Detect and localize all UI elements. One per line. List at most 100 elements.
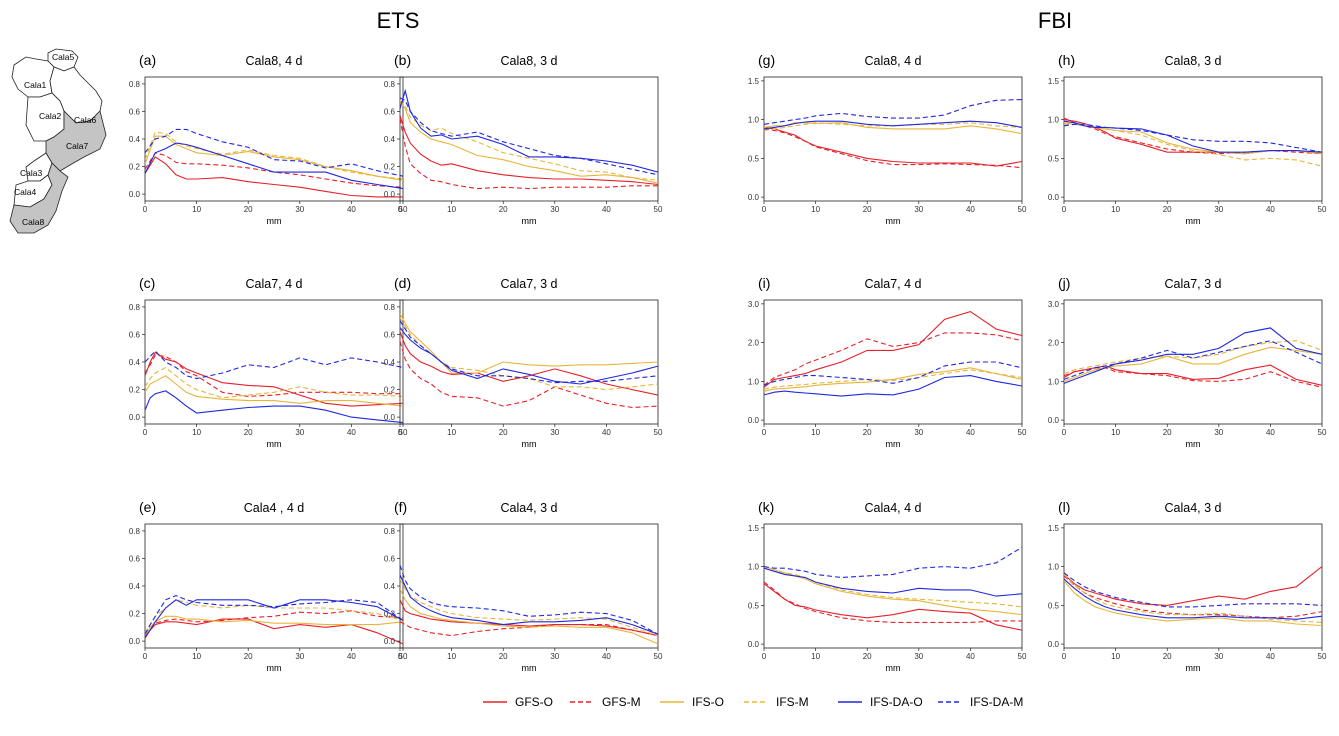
series-line-gfs-m: [145, 152, 403, 188]
y-tick-label: 1.5: [1048, 77, 1060, 86]
chart-panels: (a) Cala8, 4 d 0.0 0.2 0.4 0.6 0.8 0 10 20 30 40 50 m…: [129, 52, 1327, 673]
x-tick-label: 40: [966, 652, 975, 661]
x-tick-label: 30: [295, 428, 304, 437]
x-tick-label: 50: [1318, 205, 1327, 214]
x-tick-label: 20: [1163, 205, 1172, 214]
x-tick-label: 30: [914, 205, 923, 214]
x-tick-label: 50: [1018, 428, 1027, 437]
series-line-gfs-m: [400, 118, 658, 190]
x-tick-label: 0: [1062, 428, 1067, 437]
y-tick-label: 0.8: [384, 527, 396, 536]
y-tick-label: 0.5: [1048, 154, 1060, 163]
y-tick-label: 0.8: [129, 303, 141, 312]
x-axis-label: mm: [267, 439, 282, 449]
x-axis-label: mm: [1186, 216, 1201, 226]
series-line-gfs-o: [764, 310, 1022, 388]
series-line-ifs-da-o: [1064, 120, 1322, 153]
series-line-ifs-da-m: [145, 128, 403, 177]
series-line-ifs-da-m: [1064, 340, 1322, 380]
y-tick-label: 0.2: [384, 163, 396, 172]
x-tick-label: 10: [811, 428, 820, 437]
x-tick-label: 0: [398, 652, 403, 661]
y-tick-label: 0.0: [1048, 193, 1060, 202]
y-tick-label: 0.0: [1048, 416, 1060, 425]
panel-letter: (d): [394, 275, 411, 291]
series-line-gfs-o: [400, 331, 658, 396]
y-tick-label: 1.0: [1048, 116, 1060, 125]
y-tick-label: 0.0: [748, 193, 760, 202]
series-line-ifs-da-o: [400, 327, 658, 385]
map-label-cala7: Cala7: [66, 141, 88, 151]
plot-frame: [1063, 523, 1323, 649]
x-tick-label: 20: [499, 428, 508, 437]
y-tick-label: 0.4: [129, 358, 141, 367]
x-tick-label: 0: [398, 428, 403, 437]
series-line-ifs-da-m: [400, 565, 658, 635]
plot-frame: [399, 523, 659, 649]
x-tick-label: 30: [295, 205, 304, 214]
x-tick-label: 10: [811, 652, 820, 661]
map-label-cala8: Cala8: [22, 217, 44, 227]
y-tick-label: 0.8: [384, 303, 396, 312]
series-line-gfs-m: [764, 332, 1022, 386]
series-line-gfs-o: [764, 126, 1022, 167]
y-tick-label: 1.5: [748, 524, 760, 533]
y-tick-label: 0.6: [384, 107, 396, 116]
y-tick-label: 0.6: [384, 554, 396, 563]
series-line-gfs-o: [1064, 364, 1322, 386]
panel-title: Cala8, 3 d: [1165, 54, 1222, 68]
y-tick-label: 1.0: [1048, 377, 1060, 386]
y-tick-label: 0.2: [384, 386, 396, 395]
series-line-gfs-o: [1064, 566, 1322, 606]
x-tick-label: 0: [1062, 652, 1067, 661]
panel-title: Cala8, 3 d: [501, 54, 558, 68]
x-tick-label: 40: [347, 428, 356, 437]
x-tick-label: 0: [1062, 205, 1067, 214]
series-line-ifs-da-m: [145, 350, 403, 380]
series-line-ifs-da-m: [400, 97, 658, 176]
x-tick-label: 50: [1018, 652, 1027, 661]
panel-d: (d) Cala7, 3 d 0.0 0.2 0.4 0.6 0.8 0 10 20 30 40 50 m…: [384, 275, 663, 449]
series-line-gfs-m: [764, 581, 1022, 623]
x-axis-label: mm: [1186, 439, 1201, 449]
y-tick-label: 0.4: [384, 135, 396, 144]
x-tick-label: 10: [192, 652, 201, 661]
series-line-ifs-da-m: [1064, 123, 1322, 153]
legend-item-gfs-o: GFS-O: [483, 695, 553, 709]
plot-frame: [763, 523, 1023, 649]
panel-letter: (c): [139, 275, 155, 291]
x-tick-label: 30: [295, 652, 304, 661]
map-region-cala7: [45, 110, 107, 172]
y-tick-label: 0.0: [384, 190, 396, 199]
x-tick-label: 40: [347, 205, 356, 214]
series-line-ifs-da-o: [764, 120, 1022, 130]
panel-e: (e) Cala4 , 4 d 0.0 0.2 0.4 0.6 0.8 0 10 20 30 40 50…: [129, 499, 408, 673]
series-line-ifs-da-o: [400, 574, 658, 635]
y-tick-label: 0.6: [129, 330, 141, 339]
plot-frame: [399, 299, 659, 425]
series-line-ifs-o: [145, 375, 403, 407]
panel-a: (a) Cala8, 4 d 0.0 0.2 0.4 0.6 0.8 0 10 20 30 40 50 m…: [129, 52, 408, 226]
x-tick-label: 30: [1214, 428, 1223, 437]
x-tick-label: 20: [863, 205, 872, 214]
plot-frame: [1063, 299, 1323, 425]
ets-heading: ETS: [377, 8, 420, 33]
x-tick-label: 30: [550, 652, 559, 661]
x-tick-label: 20: [1163, 652, 1172, 661]
legend-item-ifs-da-o: IFS-DA-O: [838, 695, 923, 709]
panel-letter: (f): [394, 499, 407, 515]
panel-title: Cala7, 4 d: [246, 277, 303, 291]
y-tick-label: 0.0: [384, 413, 396, 422]
y-tick-label: 0.2: [384, 610, 396, 619]
panel-letter: (a): [139, 52, 156, 68]
legend-item-ifs-m: IFS-M: [744, 695, 809, 709]
x-tick-label: 10: [192, 428, 201, 437]
x-tick-label: 40: [966, 428, 975, 437]
plot-frame: [144, 523, 404, 649]
x-tick-label: 0: [143, 428, 148, 437]
y-tick-label: 0.2: [129, 386, 141, 395]
y-tick-label: 3.0: [1048, 300, 1060, 309]
map-label-cala3: Cala3: [20, 168, 42, 178]
x-tick-label: 0: [762, 205, 767, 214]
